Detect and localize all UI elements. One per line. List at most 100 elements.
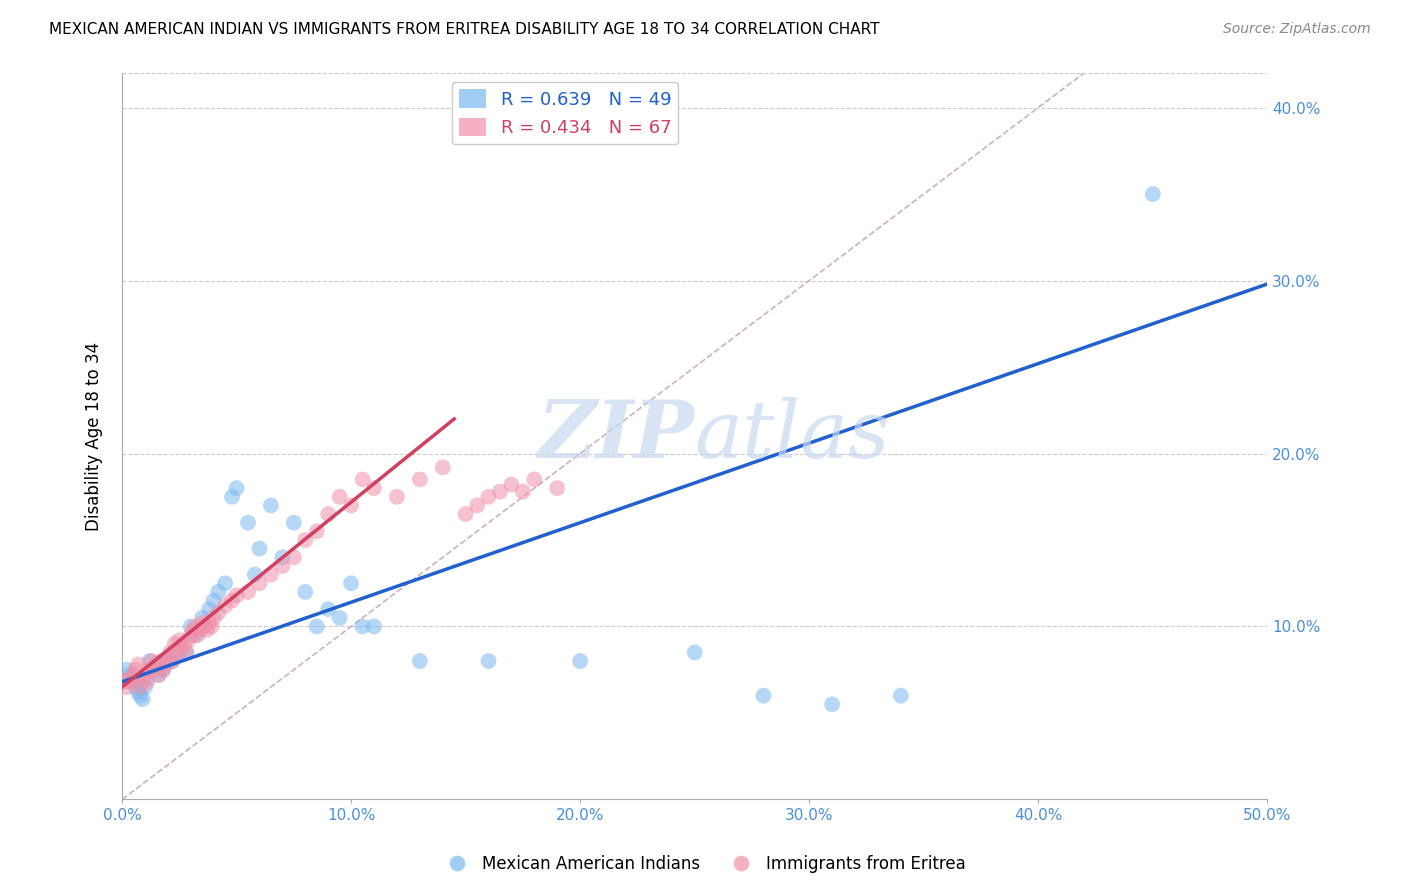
Point [316, 507, 339, 521]
Point [305, 524, 328, 539]
Point [180, 628, 202, 642]
Point [305, 619, 328, 633]
Point [214, 599, 236, 613]
Point [283, 550, 305, 565]
Point [191, 611, 214, 625]
Point [156, 650, 179, 665]
Point [329, 490, 352, 504]
Point [145, 657, 167, 672]
Point [501, 477, 523, 491]
Point [352, 619, 374, 633]
Point [152, 663, 174, 677]
Point [316, 602, 339, 616]
Y-axis label: Disability Age 18 to 34: Disability Age 18 to 34 [86, 342, 103, 531]
Point [202, 611, 225, 625]
Point [198, 602, 221, 616]
Point [890, 689, 912, 703]
Point [129, 689, 152, 703]
Point [118, 668, 141, 682]
Point [195, 623, 218, 637]
Point [163, 637, 186, 651]
Point [546, 481, 568, 495]
Point [489, 484, 512, 499]
Point [191, 615, 214, 630]
Point [127, 685, 149, 699]
Text: Source: ZipAtlas.com: Source: ZipAtlas.com [1223, 22, 1371, 37]
Point [236, 585, 259, 599]
Point [340, 576, 363, 591]
Point [120, 672, 142, 686]
Point [173, 637, 195, 651]
Point [162, 654, 184, 668]
Text: MEXICAN AMERICAN INDIAN VS IMMIGRANTS FROM ERITREA DISABILITY AGE 18 TO 34 CORRE: MEXICAN AMERICAN INDIAN VS IMMIGRANTS FR… [49, 22, 880, 37]
Legend: Mexican American Indians, Immigrants from Eritrea: Mexican American Indians, Immigrants fro… [433, 848, 973, 880]
Point [184, 619, 207, 633]
Point [112, 674, 135, 689]
Point [115, 680, 138, 694]
Point [236, 516, 259, 530]
Point [569, 654, 592, 668]
Point [752, 689, 775, 703]
Point [138, 654, 160, 668]
Point [271, 550, 294, 565]
Point [385, 490, 408, 504]
Point [193, 619, 215, 633]
Point [221, 593, 243, 607]
Point [134, 668, 156, 682]
Legend: R = 0.639   N = 49, R = 0.434   N = 67: R = 0.639 N = 49, R = 0.434 N = 67 [451, 82, 678, 145]
Point [136, 672, 159, 686]
Point [249, 541, 271, 556]
Point [156, 650, 179, 665]
Point [148, 668, 170, 682]
Point [221, 490, 243, 504]
Point [143, 663, 166, 677]
Text: ZIP: ZIP [538, 398, 695, 475]
Point [432, 460, 454, 475]
Point [523, 473, 546, 487]
Point [363, 481, 385, 495]
Point [162, 654, 184, 668]
Point [129, 680, 152, 694]
Point [174, 645, 197, 659]
Point [188, 623, 211, 637]
Point [115, 663, 138, 677]
Point [243, 567, 266, 582]
Point [166, 645, 188, 659]
Point [170, 640, 193, 655]
Point [329, 611, 352, 625]
Point [409, 654, 432, 668]
Point [207, 606, 229, 620]
Point [141, 663, 163, 677]
Point [174, 645, 197, 659]
Point [271, 558, 294, 573]
Point [198, 615, 221, 630]
Point [122, 668, 145, 682]
Point [177, 633, 200, 648]
Point [136, 674, 159, 689]
Point [141, 654, 163, 668]
Point [294, 533, 316, 547]
Point [294, 585, 316, 599]
Point [352, 473, 374, 487]
Point [125, 663, 148, 677]
Point [148, 668, 170, 682]
Point [131, 672, 153, 686]
Point [409, 473, 432, 487]
Point [202, 593, 225, 607]
Point [1142, 187, 1164, 202]
Point [363, 619, 385, 633]
Point [683, 645, 706, 659]
Point [260, 567, 283, 582]
Point [125, 680, 148, 694]
Point [207, 585, 229, 599]
Text: atlas: atlas [695, 398, 890, 475]
Point [249, 576, 271, 591]
Point [169, 633, 191, 648]
Point [184, 628, 207, 642]
Point [127, 657, 149, 672]
Point [283, 516, 305, 530]
Point [120, 674, 142, 689]
Point [225, 588, 247, 602]
Point [214, 576, 236, 591]
Point [225, 481, 247, 495]
